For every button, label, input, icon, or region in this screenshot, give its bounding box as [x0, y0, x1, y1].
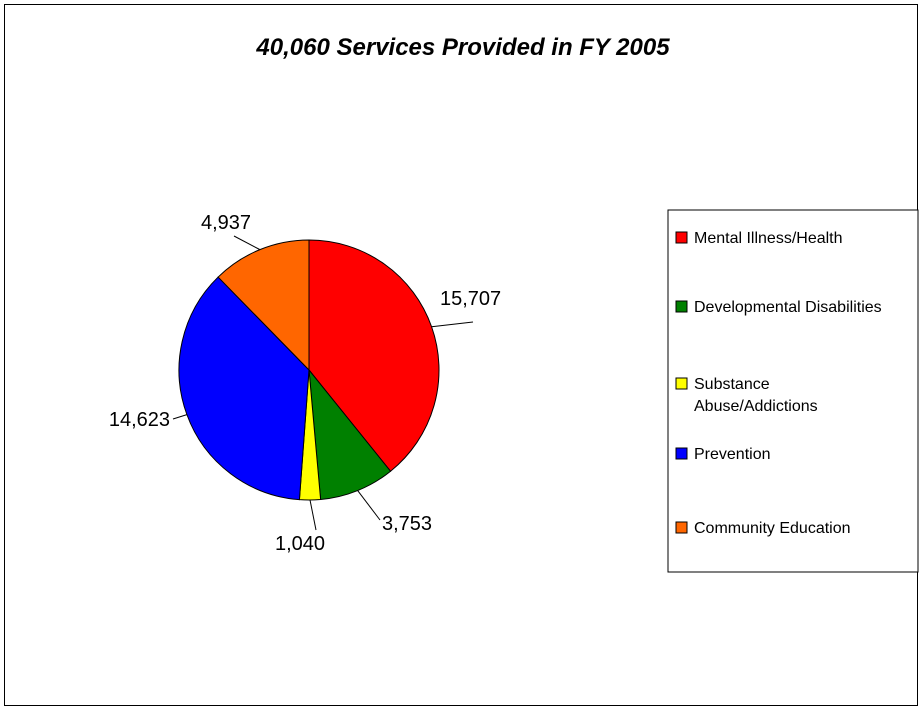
- legend-entry: Developmental Disabilities: [694, 299, 882, 316]
- pie-slice: [217, 239, 310, 372]
- chart-frame: 40,060 Services Provided in FY 2005 15,7…: [4, 4, 919, 706]
- legend: Mental Illness/Health Developmental Disab…: [667, 209, 919, 573]
- leader-line: [431, 321, 474, 328]
- leader-line: [357, 490, 381, 521]
- legend-entry: Substance Abuse/Addictions: [694, 376, 818, 415]
- data-labels: 15,707 3,753 1,040 14,623 4,937: [109, 212, 501, 555]
- leader-line: [233, 235, 261, 251]
- legend-swatch: [675, 231, 688, 244]
- data-label: 1,040: [275, 533, 325, 555]
- legend-swatch: [675, 521, 688, 534]
- legend-swatch: [675, 447, 688, 460]
- data-label: 4,937: [201, 212, 251, 234]
- pie-slice: [308, 368, 392, 501]
- legend-entry: Mental Illness/Health: [694, 230, 843, 247]
- pie-chart: 40,060 Services Provided in FY 2005 15,7…: [109, 34, 919, 573]
- legend-entry: Prevention: [694, 446, 771, 463]
- chart-title: 40,060 Services Provided in FY 2005: [255, 34, 670, 61]
- data-label: 14,623: [109, 409, 170, 431]
- data-label: 3,753: [382, 513, 432, 535]
- legend-box: [667, 209, 919, 573]
- pie-slices: [178, 239, 440, 501]
- leader-line: [172, 414, 188, 420]
- data-label: 15,707: [440, 288, 501, 310]
- legend-entry: Community Education: [694, 520, 851, 537]
- legend-swatch: [675, 300, 688, 313]
- legend-swatch: [675, 377, 688, 390]
- leader-line: [309, 499, 317, 531]
